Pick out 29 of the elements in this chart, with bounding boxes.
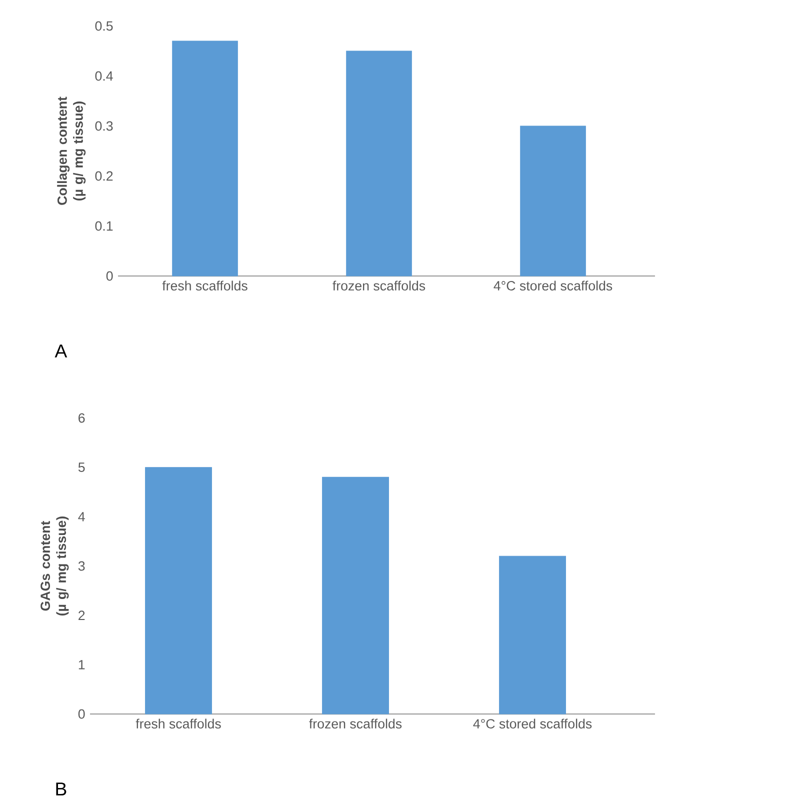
y-tick-label: 0.5 (95, 21, 113, 31)
y-tick-label: 2 (78, 610, 85, 620)
y-tick-label: 1 (78, 660, 85, 670)
y-tick-label: 3 (78, 561, 85, 571)
bar (346, 50, 412, 276)
y-tick-label: 0.2 (95, 171, 113, 181)
x-tick-label: frozen scaffolds (332, 280, 426, 290)
y-axis-title: GAGs content (µ g/ mg tissue) (40, 516, 69, 616)
text: B (56, 782, 66, 796)
x-tick-label: fresh scaffolds (162, 280, 248, 290)
y-tick-label: 5 (78, 462, 85, 472)
y-tick-label: 6 (78, 413, 85, 423)
text: A (54, 344, 68, 358)
y-tick-label: 0 (78, 709, 85, 719)
y-tick-label: 0.1 (95, 221, 113, 231)
x-tick-label: frozen scaffolds (309, 718, 402, 728)
y-tick-label: 0.3 (95, 121, 113, 131)
bar (145, 467, 212, 714)
bar (172, 40, 238, 276)
x-tick-label: 4°C stored scaffolds (494, 280, 612, 290)
bar (520, 126, 586, 276)
y-tick-label: 4 (78, 512, 85, 522)
x-tick-label: fresh scaffolds (136, 718, 221, 728)
y-tick-label: 0 (106, 271, 113, 281)
bar (499, 556, 566, 714)
y-tick-label: 0.4 (95, 71, 113, 81)
x-tick-label: 4°C stored scaffolds (473, 718, 592, 728)
bar (322, 476, 389, 714)
y-axis-title: Collagen content (µ g/ mg tissue) (57, 96, 86, 205)
